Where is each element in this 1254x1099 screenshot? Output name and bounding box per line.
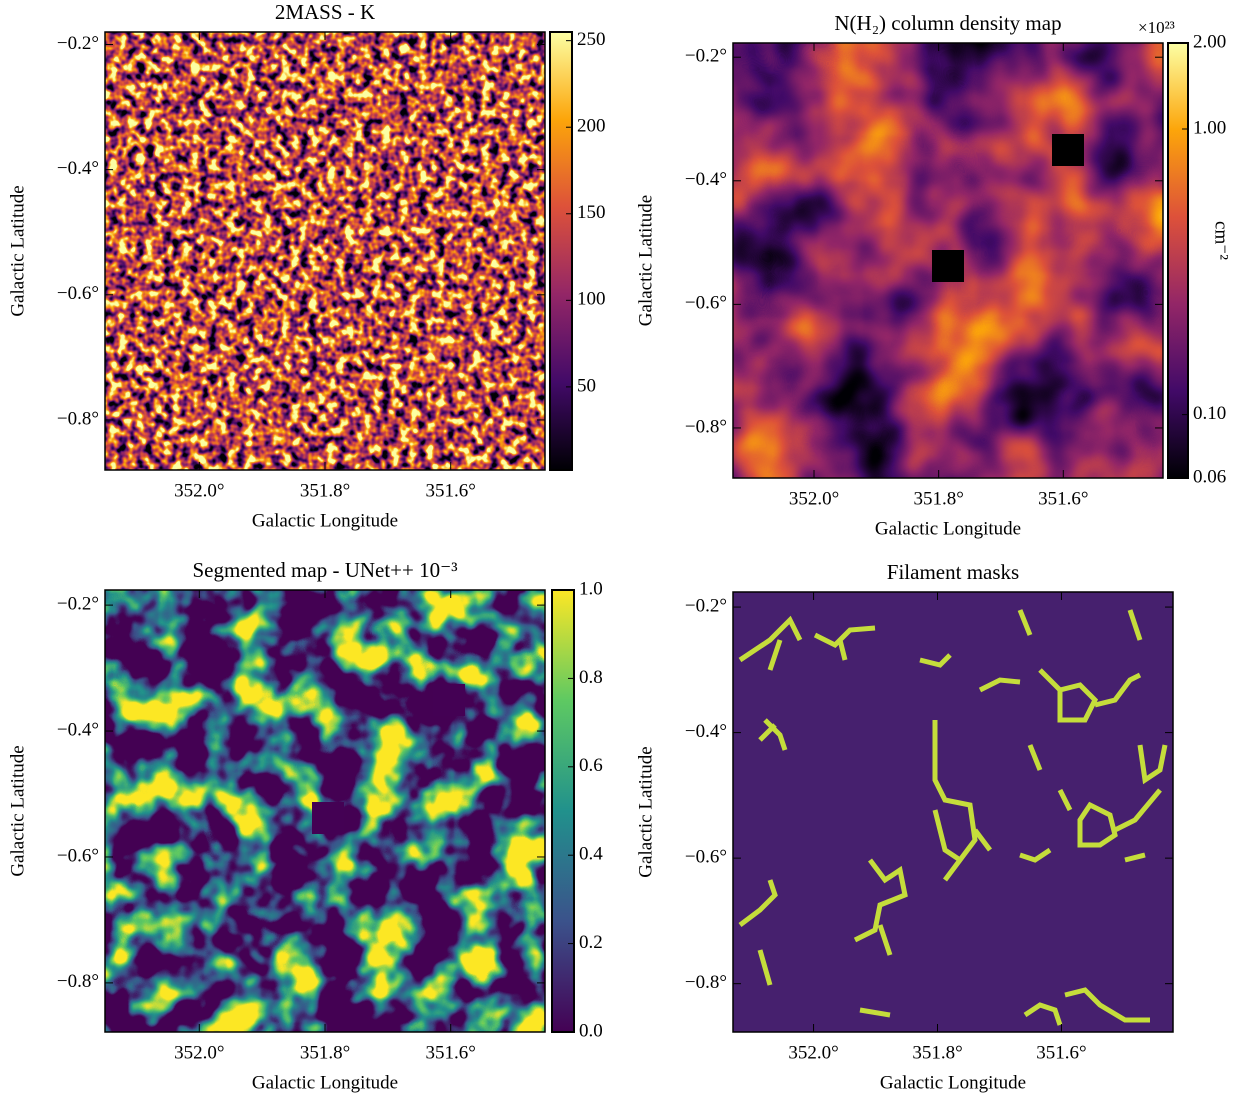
filament <box>919 609 1143 668</box>
chart-title: Filament masks <box>887 560 1019 584</box>
filament <box>738 615 803 671</box>
y-tick-label: −0.4° <box>57 719 99 740</box>
filament <box>813 625 876 661</box>
filament <box>859 847 1146 1018</box>
masked-region <box>312 802 344 834</box>
colorbar <box>551 589 575 1033</box>
colorbar-tick-label: 250 <box>577 29 606 50</box>
image <box>105 32 545 470</box>
y-tick-label: −0.6° <box>685 293 727 314</box>
y-tick-label: −0.8° <box>685 416 727 437</box>
colorbar-tick-label: 0.0 <box>579 1020 603 1041</box>
chart-title: N(H₂) column density map <box>834 11 1061 35</box>
x-tick-label: 351.8° <box>300 1042 350 1063</box>
y-axis-label: Galactic Latitude <box>7 745 28 876</box>
colorbar-tick-label: 1.0 <box>579 578 603 599</box>
x-axis-label: Galactic Longitude <box>875 518 1021 539</box>
x-tick-label: 351.6° <box>1036 1042 1086 1063</box>
filament <box>1137 744 1168 785</box>
colorbar-label: cm⁻² <box>1211 221 1232 260</box>
axes-frame <box>732 42 1164 479</box>
colorbar-tick-label: 2.00 <box>1193 31 1226 52</box>
x-tick-label: 351.6° <box>426 480 476 501</box>
colorbar-tick-label: 0.6 <box>579 755 603 776</box>
colorbar <box>1167 42 1189 479</box>
y-tick-label: −0.2° <box>685 46 727 67</box>
y-tick-label: −0.2° <box>57 33 99 54</box>
colorbar-tick-label: 100 <box>577 289 606 310</box>
y-tick-label: −0.4° <box>685 169 727 190</box>
colorbar-tick-label: 0.10 <box>1193 403 1226 424</box>
x-axis-label: Galactic Longitude <box>252 510 398 531</box>
colorbar-tick-label: 1.00 <box>1193 117 1226 138</box>
colorbar-offset: ×10²³ <box>1138 18 1175 37</box>
y-axis-label: Galactic Latitude <box>7 185 28 316</box>
filament <box>738 879 778 986</box>
y-tick-label: −0.6° <box>57 845 99 866</box>
y-tick-label: −0.4° <box>57 158 99 179</box>
y-tick-label: −0.6° <box>685 846 727 867</box>
masked-region <box>932 250 964 282</box>
colorbar-tick-label: 0.2 <box>579 932 603 953</box>
filament <box>1038 668 1142 723</box>
masked-region <box>1052 134 1084 166</box>
filament <box>853 858 908 956</box>
colorbar-tick-label: 150 <box>577 202 606 223</box>
colorbar <box>549 31 573 471</box>
y-tick-label: −0.8° <box>57 408 99 429</box>
y-tick-label: −0.6° <box>57 283 99 304</box>
y-axis-label: Galactic Latitude <box>635 746 656 877</box>
y-tick-label: −0.2° <box>57 593 99 614</box>
y-tick-label: −0.8° <box>57 971 99 992</box>
x-tick-label: 352.0° <box>788 1042 838 1063</box>
y-axis-label: Galactic Latitude <box>635 195 656 326</box>
filament <box>758 718 788 751</box>
y-tick-label: −0.2° <box>685 595 727 616</box>
mask-filaments <box>738 609 1168 1026</box>
filament <box>1077 788 1162 848</box>
x-tick-label: 351.8° <box>300 480 350 501</box>
colorbar-tick-label: 50 <box>577 375 596 396</box>
colorbar-tick-label: 0.06 <box>1193 466 1226 487</box>
colorbar-tick-label: 0.4 <box>579 844 603 865</box>
chart-title: Segmented map - UNet++ 10⁻³ <box>192 558 457 582</box>
x-tick-label: 351.6° <box>1038 488 1088 509</box>
chart-title: 2MASS - K <box>275 0 375 24</box>
x-tick-label: 352.0° <box>174 480 224 501</box>
x-tick-label: 352.0° <box>174 1042 224 1063</box>
colorbar-tick-label: 0.8 <box>579 667 603 688</box>
filament <box>1023 987 1150 1026</box>
filament <box>932 720 992 882</box>
filament <box>1027 744 1073 812</box>
x-axis-label: Galactic Longitude <box>880 1072 1026 1093</box>
x-tick-label: 351.8° <box>913 488 963 509</box>
colorbar-tick-label: 200 <box>577 116 606 137</box>
filament <box>978 677 1021 693</box>
masked-region <box>433 684 465 716</box>
x-tick-label: 351.8° <box>912 1042 962 1063</box>
y-tick-label: −0.4° <box>685 721 727 742</box>
x-tick-label: 351.6° <box>426 1042 476 1063</box>
axes-frame <box>732 591 1174 1033</box>
y-tick-label: −0.8° <box>685 972 727 993</box>
x-tick-label: 352.0° <box>789 488 839 509</box>
x-axis-label: Galactic Longitude <box>252 1072 398 1093</box>
